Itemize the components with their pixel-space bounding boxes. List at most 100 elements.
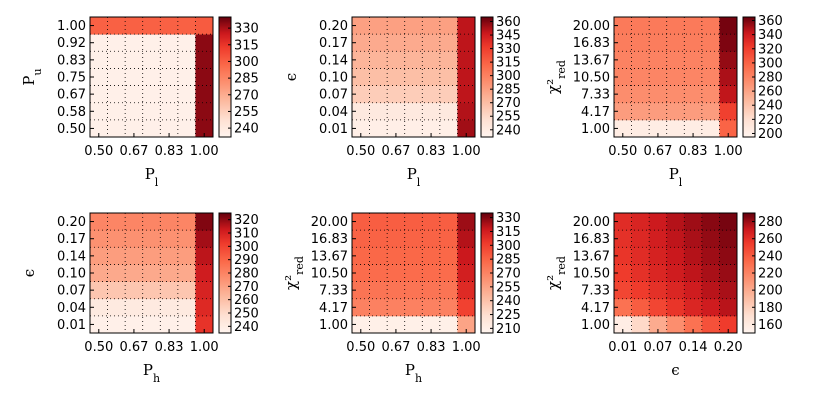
colorbar-segment: [743, 257, 755, 260]
colorbar-segment: [481, 305, 493, 308]
x-tick-label: 0.50: [84, 340, 113, 355]
heatmap-cell: [107, 247, 126, 265]
heatmap-cell: [649, 213, 668, 231]
colorbar-segment: [219, 69, 231, 72]
colorbar-segment: [481, 67, 493, 70]
x-tick-label: 0.50: [84, 144, 113, 159]
colorbar-tick-label: 160: [758, 318, 783, 333]
colorbar-segment: [743, 321, 755, 324]
y-tick-label: 0.01: [57, 318, 86, 333]
colorbar-segment: [743, 57, 755, 60]
heatmap-cell: [684, 17, 703, 35]
heatmap-cell: [457, 281, 476, 300]
heatmap-cell: [439, 281, 458, 300]
heatmap-cell: [352, 85, 370, 104]
colorbar-segment: [743, 283, 755, 286]
x-axis-label: Ph: [143, 361, 160, 385]
x-tick-label: 0.83: [417, 144, 446, 159]
heatmap-cell: [422, 315, 441, 334]
colorbar-segment: [481, 79, 493, 82]
heatmap-cell: [195, 247, 214, 265]
colorbar-segment: [219, 327, 231, 330]
colorbar-segment: [219, 251, 231, 254]
colorbar-segment: [743, 237, 755, 240]
colorbar-segment: [481, 27, 493, 30]
colorbar-tick-label: 260: [234, 293, 259, 308]
heatmap-cell: [90, 34, 108, 52]
colorbar-segment: [743, 287, 755, 290]
colorbar-segment: [481, 321, 493, 324]
heatmap-cell: [614, 17, 632, 35]
colorbar-segment: [219, 229, 231, 232]
heatmap-cell: [439, 119, 458, 138]
heatmap-cell: [684, 264, 703, 282]
colorbar-segment: [219, 221, 231, 224]
colorbar-segment: [219, 241, 231, 244]
colorbar-segment: [743, 125, 755, 128]
heatmap-cell: [614, 247, 632, 265]
colorbar-segment: [219, 115, 231, 118]
heatmap-cell: [195, 281, 214, 300]
heatmap-cell: [701, 230, 720, 248]
heatmap-cell: [352, 68, 370, 86]
colorbar-tick-label: 340: [758, 28, 783, 43]
heatmap-cell: [404, 298, 423, 317]
heatmap-cell: [142, 247, 161, 265]
colorbar-segment: [219, 265, 231, 268]
heatmap-cell: [160, 281, 179, 300]
colorbar-segment: [219, 67, 231, 70]
colorbar-segment: [219, 45, 231, 48]
colorbar-segment: [219, 31, 231, 34]
colorbar-segment: [481, 93, 493, 96]
heatmap-cell: [439, 51, 458, 69]
colorbar-segment: [743, 315, 755, 318]
colorbar-segment: [219, 325, 231, 328]
colorbar-segment: [743, 49, 755, 52]
colorbar-segment: [743, 307, 755, 310]
heatmap-cell: [439, 247, 458, 265]
y-axis-label: χ²red: [282, 256, 306, 290]
colorbar-segment: [219, 95, 231, 98]
colorbar-segment: [743, 261, 755, 264]
colorbar-segment: [743, 45, 755, 48]
colorbar-segment: [743, 73, 755, 76]
heatmap-cell: [719, 85, 738, 104]
colorbar-segment: [219, 117, 231, 120]
heatmap-cell: [107, 17, 126, 35]
heatmap-cell: [107, 213, 126, 231]
colorbar-segment: [219, 77, 231, 80]
colorbar-segment: [743, 131, 755, 134]
heatmap-cell: [107, 85, 126, 104]
colorbar-tick-label: 315: [234, 38, 259, 53]
colorbar-tick-label: 285: [496, 253, 521, 268]
y-tick-label: 4.17: [319, 301, 348, 316]
heatmap-cell: [369, 264, 388, 282]
heatmap-cell: [387, 213, 406, 231]
colorbar-segment: [219, 225, 231, 228]
heatmap-panel-2: 0.50 0.67 0.83 1.00 0.01 0.04 0.07 0.10 0.14 0.17…: [282, 15, 521, 188]
colorbar-segment: [219, 29, 231, 32]
heatmap-cell: [404, 247, 423, 265]
heatmap-cell: [666, 298, 685, 317]
colorbar-segment: [481, 229, 493, 232]
heatmap-cell: [649, 298, 668, 317]
colorbar-segment: [743, 277, 755, 280]
colorbar-segment: [219, 21, 231, 24]
heatmap-cell: [666, 230, 685, 248]
heatmap-cell: [422, 213, 441, 231]
heatmap-cell: [125, 213, 144, 231]
heatmap-cell: [90, 85, 108, 104]
heatmap-cell: [160, 230, 179, 248]
colorbar-segment: [481, 71, 493, 74]
colorbar-segment: [481, 117, 493, 120]
colorbar-segment: [481, 17, 493, 20]
colorbar-segment: [219, 63, 231, 66]
colorbar-segment: [481, 313, 493, 316]
heatmap-cell: [684, 102, 703, 121]
heatmap-cell: [195, 68, 214, 86]
colorbar-segment: [219, 239, 231, 242]
colorbar-segment: [219, 307, 231, 310]
